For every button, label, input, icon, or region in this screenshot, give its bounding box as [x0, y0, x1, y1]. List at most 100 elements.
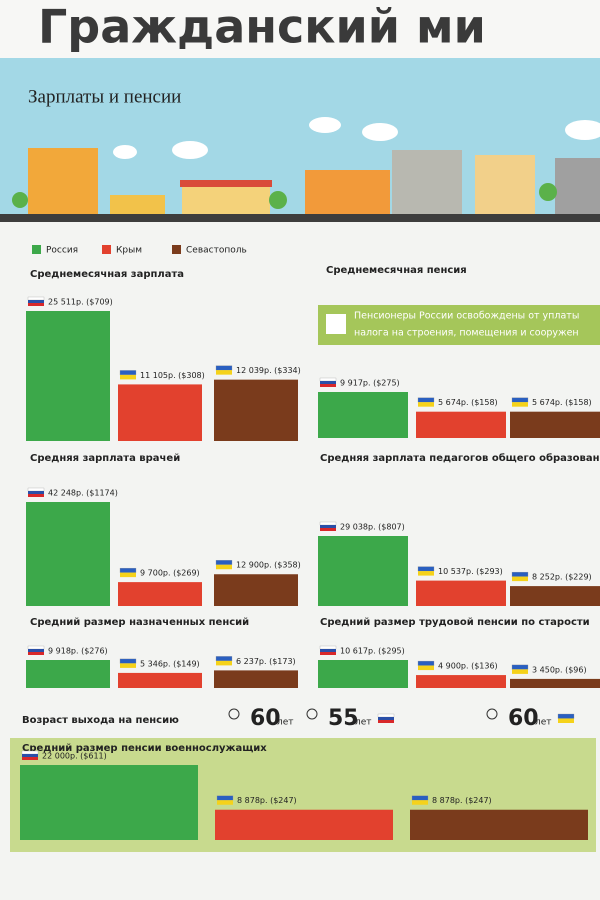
age-value: 60: [508, 706, 539, 731]
bar: [510, 411, 600, 438]
flag: [320, 381, 336, 384]
value-label: 12 039р. ($334): [236, 366, 301, 375]
flag: [27, 296, 45, 301]
legend-swatch: [172, 245, 181, 254]
bar: [118, 384, 202, 441]
bar: [318, 660, 408, 688]
value-label: 8 252р. ($229): [532, 573, 592, 582]
flag: [377, 713, 395, 718]
flag: [28, 494, 44, 497]
flag: [216, 660, 232, 666]
value-label: 11 105р. ($308): [140, 371, 205, 380]
retirement-title: Возраст выхода на пенсию: [22, 715, 179, 726]
value-label: 42 248р. ($1174): [48, 489, 118, 498]
flag: [512, 576, 528, 582]
value-label: 8 878р. ($247): [432, 796, 492, 805]
flag: [119, 658, 137, 664]
bar: [214, 670, 298, 688]
flag: [558, 718, 574, 723]
flag: [215, 560, 233, 565]
flag: [319, 645, 337, 650]
flag: [417, 397, 435, 403]
bar: [26, 660, 110, 688]
bar: [510, 586, 600, 606]
flag: [511, 571, 529, 577]
legend-label: Севастополь: [186, 246, 247, 256]
chart-title: Среднемесячная пенсия: [326, 265, 467, 276]
flag: [320, 649, 336, 652]
flag: [216, 795, 234, 801]
value-label: 3 450р. ($96): [532, 665, 587, 674]
flag: [320, 525, 336, 528]
bar: [510, 678, 600, 688]
flag: [215, 365, 233, 371]
flag: [418, 665, 434, 671]
flag: [22, 754, 38, 757]
flag: [119, 567, 137, 573]
flag: [320, 528, 336, 531]
value-label: 5 674р. ($158): [438, 398, 498, 407]
value-label: 22 000р. ($611): [42, 752, 107, 761]
age-value: 60: [250, 706, 281, 731]
note-box: [318, 305, 600, 345]
flag: [28, 303, 44, 306]
flag: [319, 377, 337, 382]
note-line: налога на строения, помещения и сооружен: [354, 328, 579, 339]
value-label: 5 346р. ($149): [140, 659, 200, 668]
age-unit: лет: [355, 718, 372, 728]
flag: [28, 649, 44, 652]
bar: [26, 502, 110, 606]
flag: [217, 800, 233, 805]
legend-swatch: [32, 245, 41, 254]
subtitle: Зарплаты и пенсии: [28, 86, 181, 107]
value-label: 25 511р. ($709): [48, 298, 113, 307]
flag: [417, 566, 435, 572]
flag: [512, 669, 528, 674]
bar: [416, 411, 506, 438]
flag: [418, 571, 434, 576]
chart-title: Средняя зарплата педагогов общего образо…: [320, 452, 600, 464]
bar: [318, 392, 408, 438]
value-label: 4 900р. ($136): [438, 662, 498, 671]
chart-title: Средняя зарплата врачей: [30, 453, 180, 464]
ground: [0, 214, 600, 222]
chart-title: Средний размер пенсии военнослужащих: [22, 743, 267, 754]
flag: [22, 757, 38, 760]
bar: [416, 675, 506, 688]
flag: [511, 664, 529, 670]
value-label: 12 900р. ($358): [236, 561, 301, 570]
person-icon: [228, 708, 240, 720]
bar: [20, 765, 198, 840]
flag: [378, 720, 394, 723]
age-unit: лет: [277, 718, 294, 728]
value-label: 10 617р. ($295): [340, 647, 405, 656]
value-label: 9 918р. ($276): [48, 647, 108, 656]
value-label: 10 537р. ($293): [438, 567, 503, 576]
flag: [120, 374, 136, 380]
chart-title: Средний размер назначенных пенсий: [30, 617, 249, 628]
title-band: [0, 0, 600, 58]
legend-label: Крым: [116, 246, 142, 256]
flag: [320, 652, 336, 655]
bar: [410, 809, 588, 840]
flag: [511, 397, 529, 403]
value-label: 8 878р. ($247): [237, 796, 297, 805]
flag: [120, 663, 136, 668]
flag: [28, 491, 44, 494]
value-label: 29 038р. ($807): [340, 523, 405, 532]
bar: [215, 809, 393, 840]
flag: [320, 384, 336, 387]
legend-label: Россия: [46, 246, 78, 256]
value-label: 9 917р. ($275): [340, 379, 400, 388]
flag: [215, 656, 233, 662]
house-icon: [326, 314, 346, 334]
flag: [319, 521, 337, 526]
flag: [216, 564, 232, 570]
flag: [557, 713, 575, 719]
flag: [120, 572, 136, 578]
person-icon: [486, 708, 498, 720]
flag: [27, 645, 45, 650]
flag: [27, 487, 45, 492]
flag: [411, 795, 429, 801]
bar: [318, 536, 408, 606]
